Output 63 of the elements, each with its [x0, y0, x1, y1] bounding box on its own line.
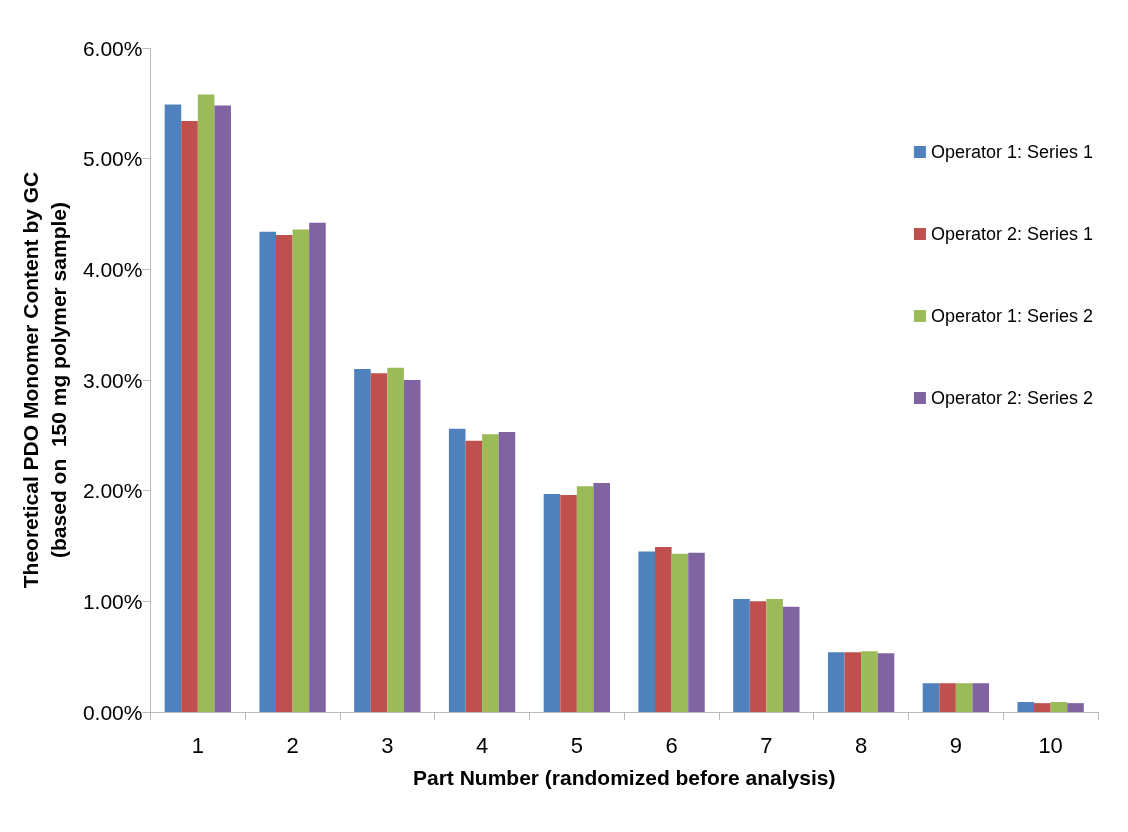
y-tick-label: 5.00%	[82, 147, 143, 171]
legend-label: Operator 1: Series 1	[930, 142, 1094, 162]
bar	[370, 373, 388, 712]
bar	[309, 222, 326, 712]
bar	[354, 368, 371, 712]
bar	[766, 599, 783, 712]
x-tick-label: 3	[381, 732, 394, 758]
bar	[164, 104, 182, 712]
bar	[276, 235, 293, 712]
bar	[181, 121, 198, 712]
bar	[827, 652, 845, 712]
y-axis-title: Theoretical PDO Monomer Content by GC (based on 150 mg polymer sample)	[18, 171, 70, 589]
y-tick-label: 2.00%	[82, 479, 143, 503]
bar	[498, 432, 516, 712]
y-tick-label: 6.00%	[82, 36, 143, 60]
bar	[861, 651, 878, 712]
legend-label: Operator 2: Series 2	[930, 388, 1094, 408]
bar	[214, 105, 231, 712]
bar	[482, 434, 499, 712]
bar	[292, 229, 310, 712]
y-tick-label: 1.00%	[82, 589, 143, 613]
x-axis-title: Part Number (randomized before analysis)	[413, 766, 836, 789]
x-tick-label: 2	[286, 732, 299, 758]
bar	[448, 428, 466, 712]
bar	[844, 652, 862, 712]
x-tick-label: 10	[1038, 732, 1063, 758]
bar	[877, 653, 895, 712]
x-tick-label: 8	[854, 732, 868, 758]
x-tick-label: 1	[191, 732, 204, 758]
bar	[593, 482, 611, 712]
bar	[543, 493, 561, 712]
bar	[922, 683, 940, 712]
x-tick-label: 7	[760, 732, 773, 758]
legend-label: Operator 2: Series 1	[930, 224, 1094, 244]
legend-label: Operator 1: Series 2	[930, 306, 1094, 326]
x-tick-label: 5	[570, 732, 583, 758]
bar	[576, 486, 594, 712]
y-tick-label: 4.00%	[82, 257, 143, 281]
y-tick-label: 3.00%	[82, 368, 143, 392]
bar	[1034, 703, 1051, 712]
x-tick-label: 4	[475, 732, 489, 758]
bar	[1050, 702, 1068, 712]
x-tick-label: 9	[949, 732, 962, 758]
bar	[972, 683, 990, 712]
bar	[939, 683, 956, 712]
bar	[197, 94, 215, 712]
bar	[782, 606, 800, 712]
bar	[1067, 703, 1084, 712]
bar	[560, 495, 577, 712]
bar	[671, 553, 689, 712]
bar	[259, 231, 276, 712]
bar	[688, 552, 705, 712]
bar	[403, 380, 421, 712]
bar	[749, 601, 767, 712]
y-tick-label: 0.00%	[82, 700, 143, 724]
x-tick-label: 6	[665, 732, 678, 758]
bar	[733, 599, 750, 712]
bar	[955, 683, 973, 712]
bar	[655, 547, 672, 712]
bar	[638, 551, 656, 712]
bar	[465, 440, 483, 712]
bar	[387, 367, 404, 712]
bar	[1017, 702, 1035, 712]
